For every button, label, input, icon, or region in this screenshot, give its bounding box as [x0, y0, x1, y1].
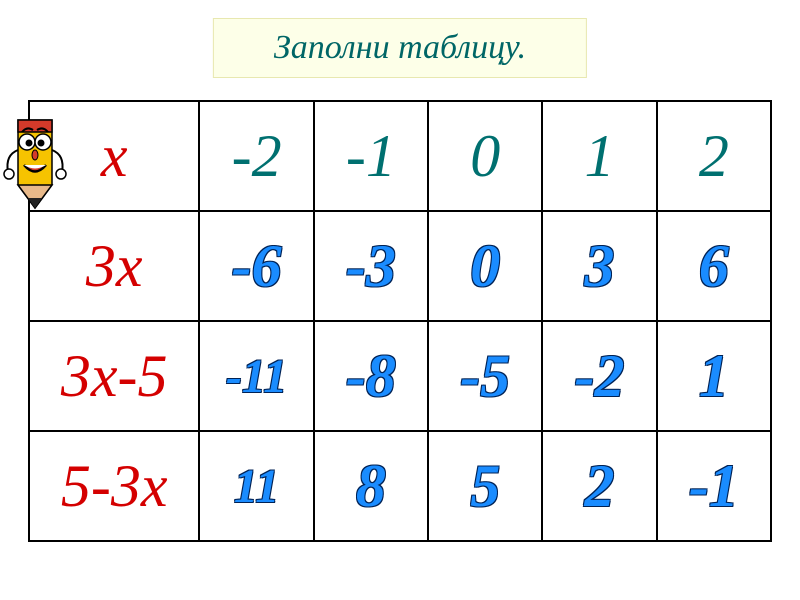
value-cell: 5: [428, 431, 542, 541]
header-cell: -2: [199, 101, 313, 211]
header-cell: 1: [542, 101, 656, 211]
value-cell: -11: [199, 321, 313, 431]
row-label-3x-5: 3х-5: [29, 321, 199, 431]
table-row: х -2 -1 0 1 2: [29, 101, 771, 211]
pencil-cartoon-icon: [0, 80, 70, 210]
header-cell: 0: [428, 101, 542, 211]
value-cell: 8: [314, 431, 428, 541]
value-cell: -8: [314, 321, 428, 431]
value-cell: 11: [199, 431, 313, 541]
value-cell: -2: [542, 321, 656, 431]
table-row: 3х -6 -3 0 3 6: [29, 211, 771, 321]
row-label-3x: 3х: [29, 211, 199, 321]
value-cell: 1: [657, 321, 771, 431]
table: х -2 -1 0 1 2 3х -6 -3 0 3 6 3х-5 -11 -8…: [28, 100, 772, 542]
value-cell: 6: [657, 211, 771, 321]
header-cell: -1: [314, 101, 428, 211]
value-cell: 0: [428, 211, 542, 321]
value-cell: -3: [314, 211, 428, 321]
table-row: 3х-5 -11 -8 -5 -2 1: [29, 321, 771, 431]
header-cell: 2: [657, 101, 771, 211]
value-cell: 2: [542, 431, 656, 541]
title-box: Заполни таблицу.: [213, 18, 587, 78]
function-table: х -2 -1 0 1 2 3х -6 -3 0 3 6 3х-5 -11 -8…: [28, 100, 772, 542]
value-cell: -5: [428, 321, 542, 431]
value-cell: 3: [542, 211, 656, 321]
row-label-5-3x: 5-3х: [29, 431, 199, 541]
table-row: 5-3х 11 8 5 2 -1: [29, 431, 771, 541]
value-cell: -1: [657, 431, 771, 541]
title-text: Заполни таблицу.: [274, 29, 526, 66]
value-cell: -6: [199, 211, 313, 321]
